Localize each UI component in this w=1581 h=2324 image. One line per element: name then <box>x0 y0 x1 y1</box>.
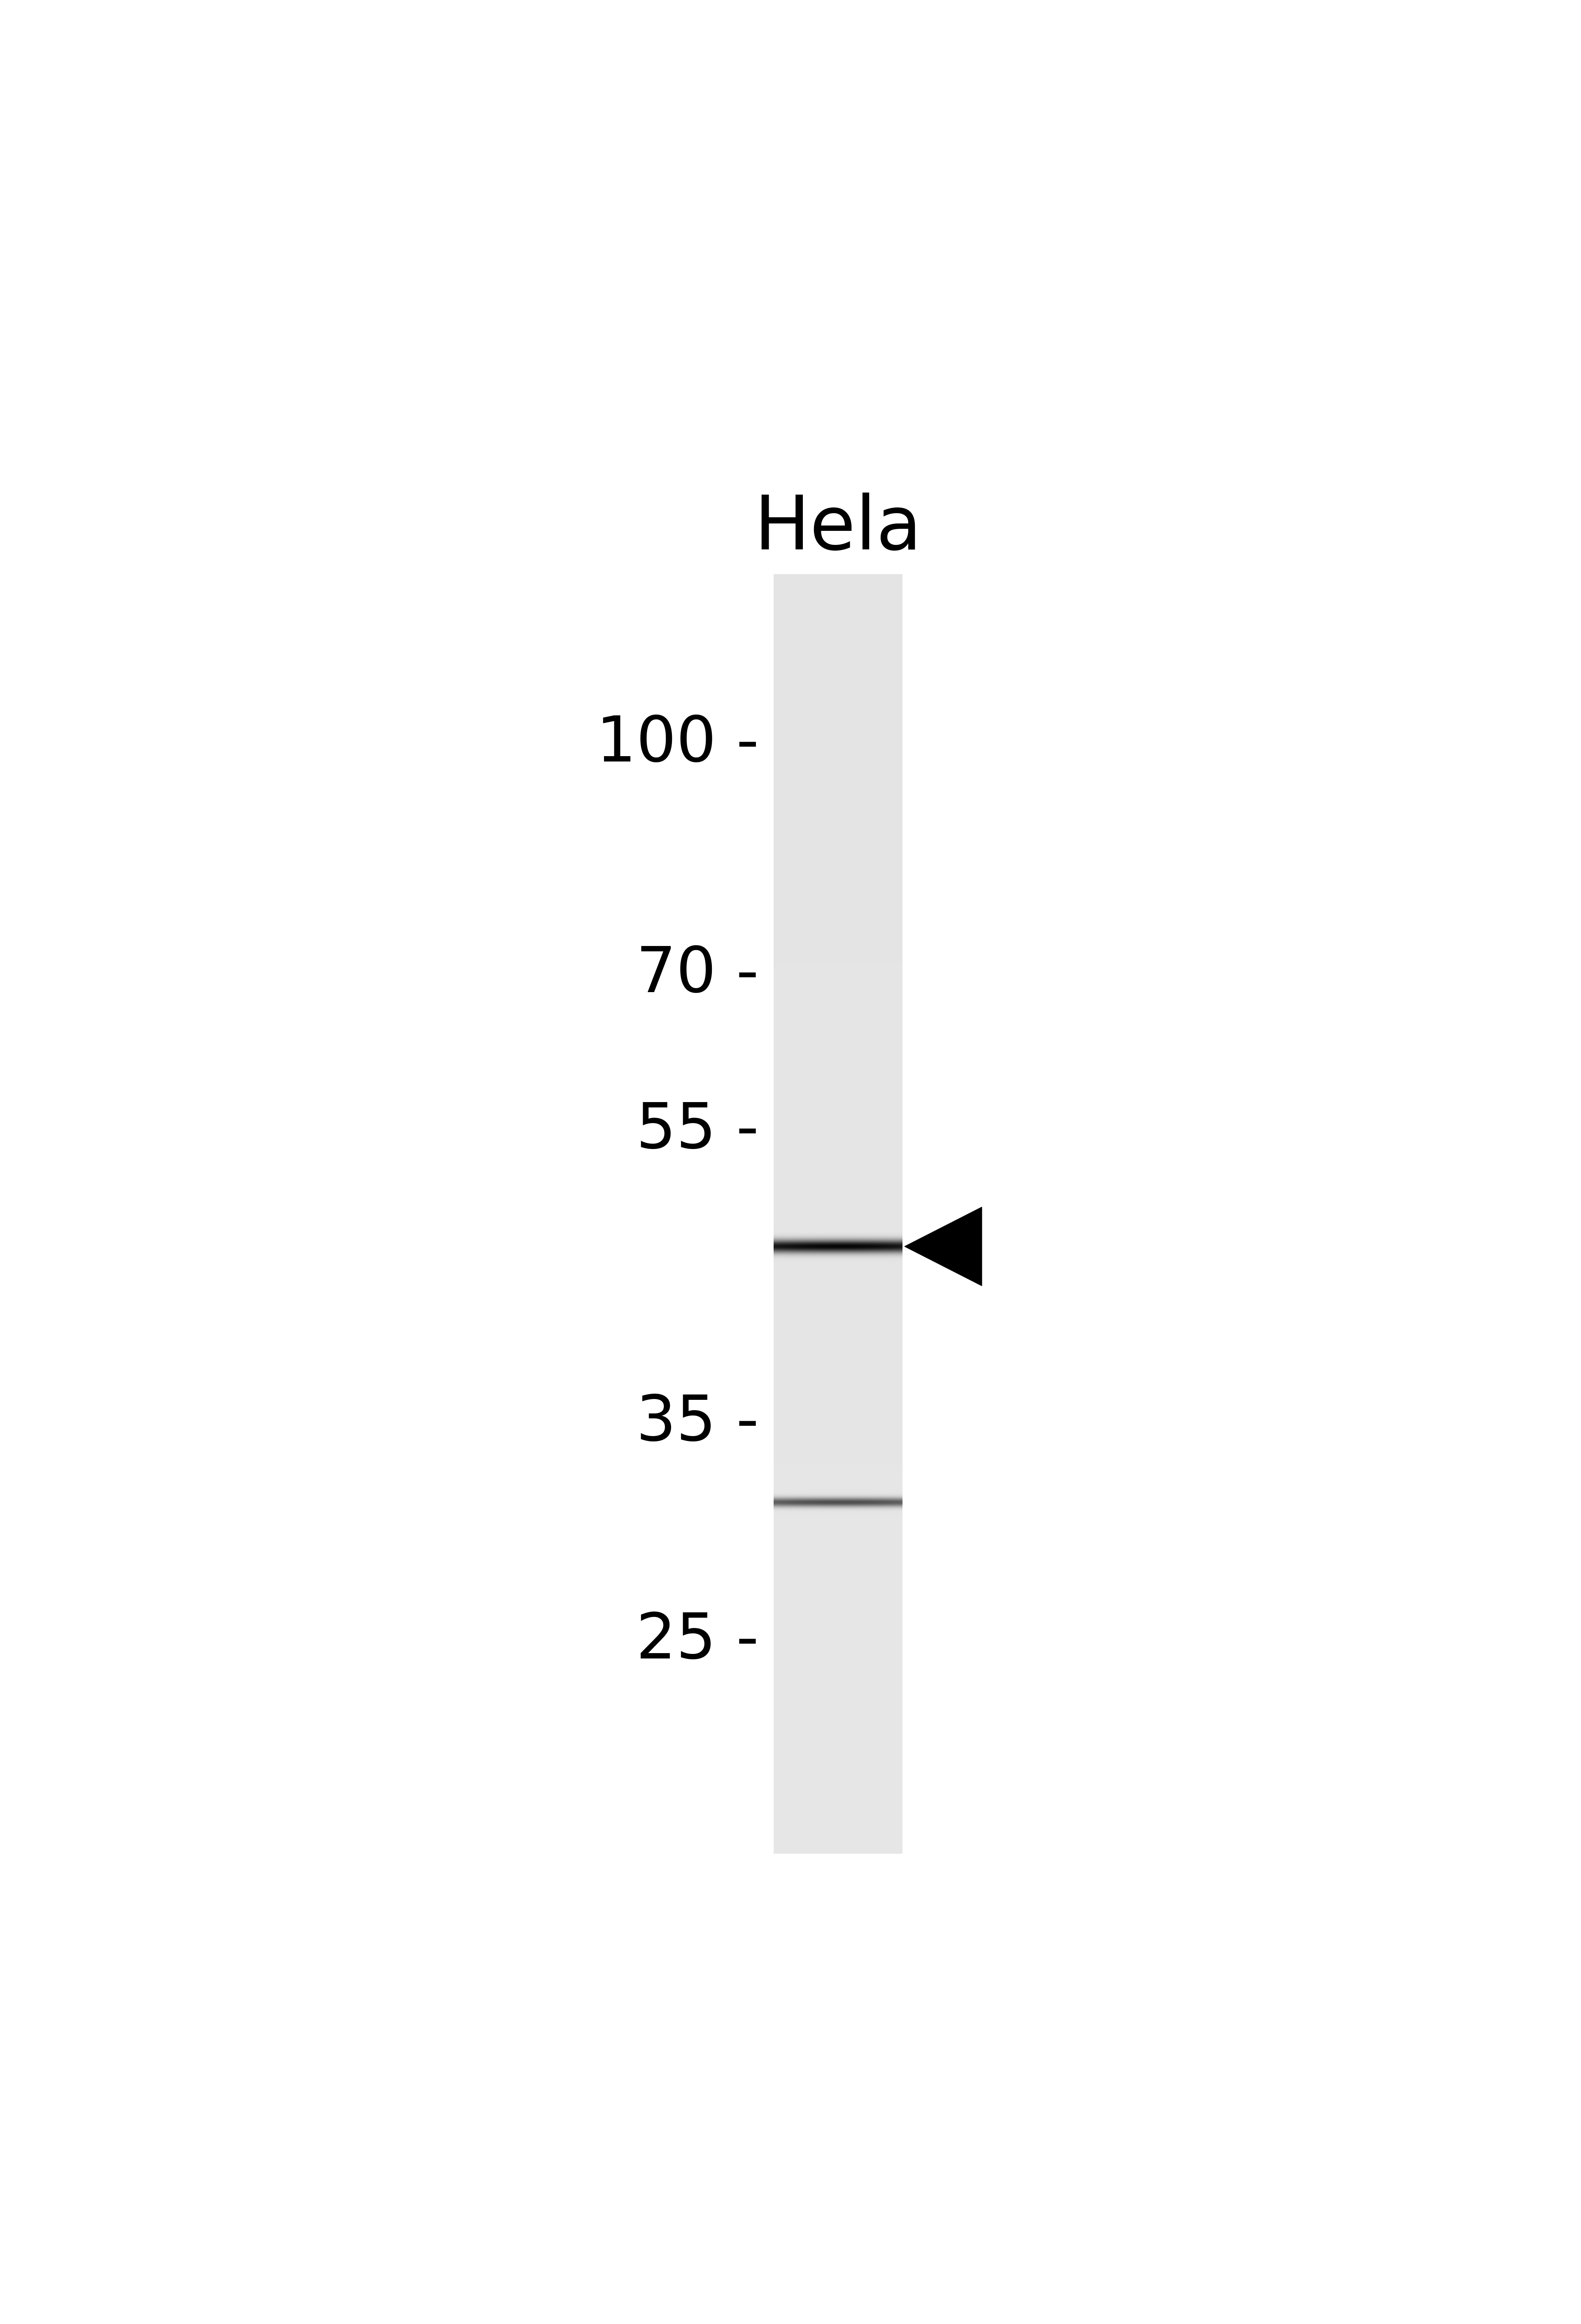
Text: 25 -: 25 - <box>636 1611 759 1671</box>
Polygon shape <box>904 1206 982 1285</box>
Text: 70 -: 70 - <box>636 944 759 1006</box>
Text: 100 -: 100 - <box>596 713 759 774</box>
Text: Hela: Hela <box>754 493 922 565</box>
Text: 35 -: 35 - <box>636 1392 759 1455</box>
Text: 55 -: 55 - <box>636 1099 759 1162</box>
